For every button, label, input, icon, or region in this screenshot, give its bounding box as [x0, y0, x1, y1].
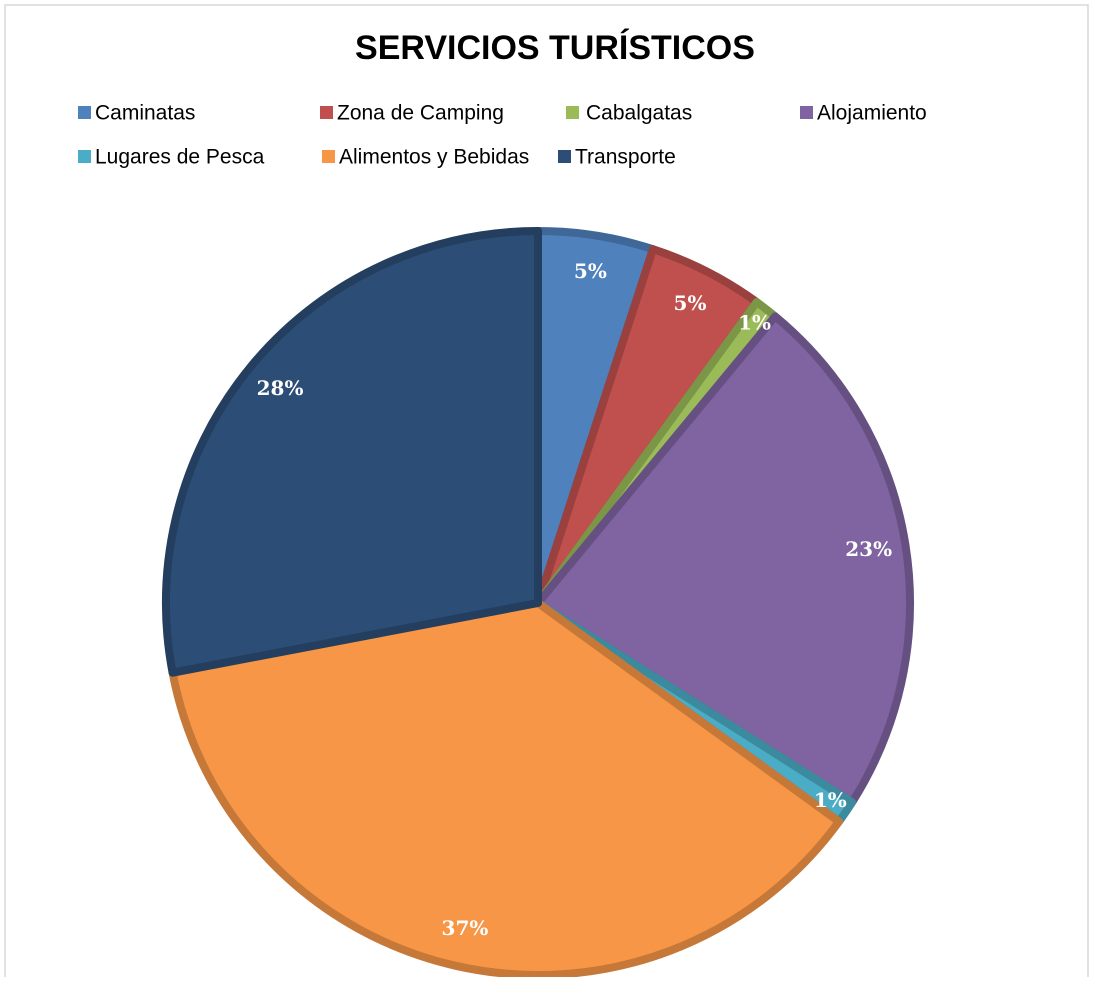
legend-label: Transporte [575, 146, 676, 169]
legend-label: Cabalgatas [586, 102, 692, 125]
data-label: 1% [814, 788, 847, 812]
legend-label: Caminatas [95, 102, 195, 125]
data-label: 5% [574, 259, 607, 283]
pie-slice [534, 312, 914, 807]
legend-label: Lugares de Pesca [95, 146, 265, 169]
legend-swatch [320, 106, 333, 119]
data-label: 37% [442, 916, 489, 940]
data-label: 5% [674, 291, 707, 315]
pie-slice [168, 599, 843, 979]
legend-swatch [558, 150, 571, 163]
legend-label: Alimentos y Bebidas [339, 146, 529, 169]
legend-label: Zona de Camping [337, 102, 504, 125]
chart-title: SERVICIOS TURÍSTICOS [355, 29, 755, 67]
legend-swatch [322, 150, 335, 163]
legend-label: Alojamiento [817, 102, 927, 125]
pie-slice [162, 227, 542, 677]
legend-swatch [800, 106, 813, 119]
data-label: 28% [257, 376, 304, 400]
legend-swatch [566, 106, 579, 119]
legend-swatch [78, 106, 91, 119]
data-label: 1% [738, 310, 771, 334]
data-label: 23% [845, 537, 892, 561]
legend-swatch [78, 150, 91, 163]
